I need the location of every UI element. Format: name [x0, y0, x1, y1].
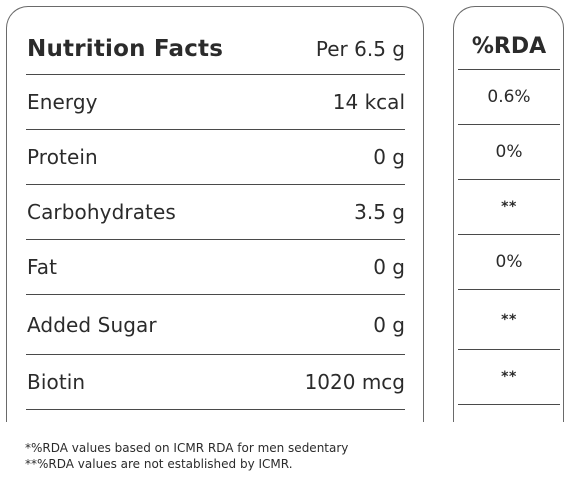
nutrition-facts-title: Nutrition Facts — [27, 36, 224, 62]
rda-header-row: %RDA — [458, 24, 560, 70]
nutrient-value: 1020 mcg — [304, 370, 405, 394]
rda-value: 0.6% — [487, 87, 531, 107]
rda-value: ** — [501, 199, 517, 215]
nutrient-row-energy: Energy 14 kcal — [26, 75, 405, 130]
nutrient-row-fat: Fat 0 g — [26, 240, 405, 295]
nutrition-header-row: Nutrition Facts Per 6.5 g — [26, 24, 405, 75]
nutrient-label: Carbohydrates — [27, 200, 176, 224]
nutrient-row-carbohydrates: Carbohydrates 3.5 g — [26, 185, 405, 240]
nutrient-label: Fat — [27, 255, 58, 279]
nutrient-label: Added Sugar — [27, 312, 157, 337]
footnotes: *%RDA values based on ICMR RDA for men s… — [25, 440, 348, 472]
nutrient-row-added-sugar: Added Sugar 0 g — [26, 295, 405, 355]
footnote-rda-not-established: **%RDA values are not established by ICM… — [25, 457, 293, 471]
rda-row-biotin: ** — [458, 350, 560, 405]
nutrient-label: Protein — [27, 145, 98, 169]
rda-row-added-sugar: ** — [458, 290, 560, 350]
nutrient-value: 0 g — [373, 145, 405, 169]
footnote-rda-basis: *%RDA values based on ICMR RDA for men s… — [25, 441, 349, 455]
rda-title: %RDA — [471, 34, 547, 59]
nutrient-value: 0 g — [373, 255, 405, 279]
serving-size: Per 6.5 g — [315, 37, 405, 61]
rda-row-protein: 0% — [458, 125, 560, 180]
rda-row-energy: 0.6% — [458, 70, 560, 125]
nutrient-value: 14 kcal — [332, 90, 405, 114]
nutrient-row-protein: Protein 0 g — [26, 130, 405, 185]
nutrient-value: 3.5 g — [354, 200, 405, 224]
nutrient-label: Biotin — [27, 370, 86, 394]
rda-value: ** — [501, 311, 517, 328]
nutrient-row-biotin: Biotin 1020 mcg — [26, 355, 405, 410]
rda-panel: %RDA 0.6% 0% ** 0% ** ** — [453, 6, 564, 422]
rda-value: 0% — [495, 142, 523, 162]
rda-row-fat: 0% — [458, 235, 560, 290]
nutrition-facts-panel: Nutrition Facts Per 6.5 g Energy 14 kcal… — [6, 6, 424, 422]
rda-value: 0% — [495, 252, 523, 272]
rda-row-carbohydrates: ** — [458, 180, 560, 235]
nutrient-label: Energy — [27, 90, 98, 114]
nutrient-value: 0 g — [373, 312, 405, 337]
rda-value: ** — [501, 369, 517, 385]
